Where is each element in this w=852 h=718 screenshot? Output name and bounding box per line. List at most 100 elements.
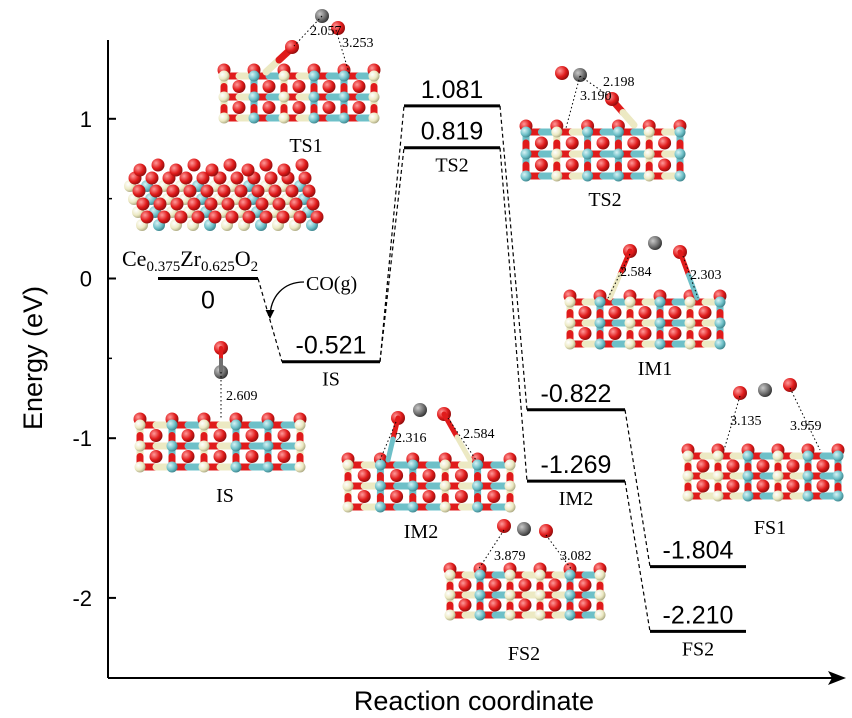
atom [422,490,436,503]
atom [658,158,672,172]
connector-ts1-im1 [499,105,528,410]
atom [439,480,451,492]
atom [534,158,548,172]
structure-label-ts1: TS1 [289,135,322,157]
atom [151,158,165,172]
atom [594,296,606,308]
atom [742,490,754,502]
atom [534,609,546,621]
atom [551,126,563,138]
atom [786,479,800,493]
connector-is-ts2 [379,147,405,362]
distance-label: 2.584 [620,265,652,280]
atom [294,440,306,452]
atom [714,317,726,329]
atom [245,450,259,463]
atom [198,461,210,473]
atom [217,184,231,198]
atom [458,598,472,612]
structure-label-fs2: FS2 [508,643,540,665]
atom [262,80,276,93]
structure-fs2: 3.879 3.082 FS2 [443,519,607,665]
atom [230,461,242,473]
atom [474,589,486,601]
atom [612,148,624,160]
atom [198,440,210,452]
atom [654,296,666,308]
atom [832,470,844,482]
atom [472,501,484,513]
atom [504,480,516,492]
atom [472,459,484,471]
atom [262,461,274,473]
atom [551,148,563,160]
atom [682,470,694,482]
level-value-im2: -1.269 [541,451,612,479]
atom [205,163,219,177]
atom [565,158,579,172]
atom [225,210,239,224]
atom [487,469,501,482]
energy-levels: 0 -0.521 IS 1.081 0.819 TS2 -0.822 -1.269 IM2 -1.… [158,76,746,660]
atom [612,126,624,138]
atom [444,609,456,621]
level-state-is: IS [322,369,340,391]
atom [534,569,546,581]
atom [251,184,265,198]
atom [802,470,814,482]
distance-label: 2.303 [690,268,722,283]
atom [504,459,516,471]
atom [534,136,548,150]
atom [605,92,619,106]
atom [578,598,592,612]
atom [166,419,178,431]
atom [682,450,694,462]
atom [594,609,606,621]
atom [295,158,309,172]
distance-label: 2.198 [603,75,635,90]
atom [262,440,274,452]
y-tick-label: -2 [72,586,92,611]
atom [518,598,532,612]
atom [539,524,553,538]
atom [259,158,273,172]
y-tick-label: 1 [80,107,92,132]
atom [627,136,641,150]
level-value-ts2: 0.819 [421,118,484,146]
atom [298,171,312,185]
atom [294,461,306,473]
atom [213,450,227,463]
atom [832,450,844,462]
atom [181,450,195,463]
atom [132,184,146,198]
atom [488,598,502,612]
atom [816,479,830,493]
level-state-im2: IM2 [559,488,593,510]
atom [174,210,188,224]
atom [134,461,146,473]
atom [582,126,594,138]
atom [181,429,195,442]
structure-fs1: 3.135 3.959 FS1 [681,378,845,539]
atom [714,296,726,308]
atom [191,210,205,224]
atom [573,68,587,82]
atom [422,469,436,482]
atom [187,158,201,172]
atom [322,80,336,93]
atom [232,101,246,114]
atom [357,469,371,482]
atom [638,306,652,319]
atom [133,163,147,177]
atom [654,317,666,329]
atom [357,490,371,503]
atom [756,479,770,493]
atom [308,70,320,82]
atom [454,469,468,482]
structure-is: 2.609 IS [133,341,307,507]
level-value-fs2: -2.210 [663,601,734,629]
atom [643,170,655,182]
atom [196,171,210,185]
atom [331,21,345,35]
